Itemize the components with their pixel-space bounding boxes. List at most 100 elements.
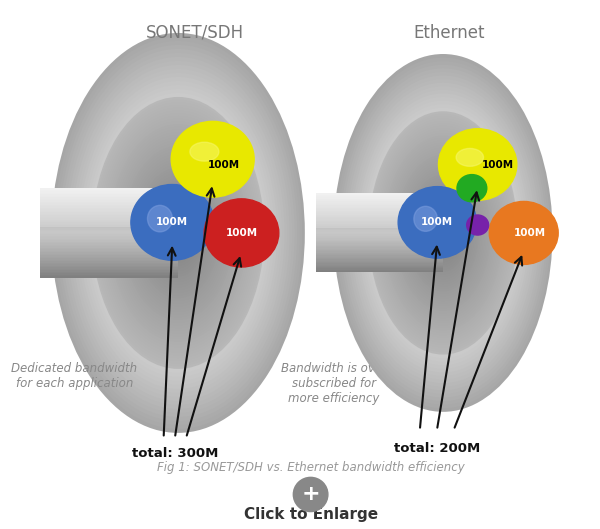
Bar xyxy=(57,244,184,247)
Ellipse shape xyxy=(397,158,489,308)
Bar xyxy=(40,214,178,216)
Bar xyxy=(316,248,443,250)
Bar xyxy=(316,198,443,200)
Bar xyxy=(334,222,449,224)
Ellipse shape xyxy=(380,131,506,335)
Bar xyxy=(316,229,443,230)
Bar xyxy=(334,210,449,212)
Ellipse shape xyxy=(92,97,264,369)
Bar xyxy=(316,263,443,264)
Bar xyxy=(316,240,443,242)
Ellipse shape xyxy=(373,118,513,348)
Ellipse shape xyxy=(415,187,472,279)
Bar xyxy=(57,208,184,211)
Bar xyxy=(57,195,184,197)
Ellipse shape xyxy=(340,65,546,401)
Ellipse shape xyxy=(386,141,500,325)
Ellipse shape xyxy=(119,141,237,325)
Ellipse shape xyxy=(116,135,240,331)
Bar xyxy=(57,267,184,269)
Bar xyxy=(40,207,178,209)
Bar xyxy=(57,216,184,218)
Ellipse shape xyxy=(338,61,548,405)
Ellipse shape xyxy=(383,135,503,330)
Ellipse shape xyxy=(130,157,226,309)
Ellipse shape xyxy=(125,149,232,317)
Ellipse shape xyxy=(102,113,254,353)
Bar xyxy=(57,268,184,270)
Bar xyxy=(40,265,178,267)
Ellipse shape xyxy=(135,165,221,301)
Bar xyxy=(334,256,449,258)
Bar xyxy=(334,245,449,248)
Bar xyxy=(40,192,178,194)
Ellipse shape xyxy=(190,142,219,161)
Bar xyxy=(316,244,443,246)
Bar xyxy=(334,250,449,251)
Ellipse shape xyxy=(382,133,505,333)
Ellipse shape xyxy=(133,161,224,305)
Ellipse shape xyxy=(166,214,190,252)
Bar xyxy=(316,230,443,232)
Bar xyxy=(57,194,184,196)
Bar xyxy=(334,221,449,222)
Bar xyxy=(40,232,178,234)
Ellipse shape xyxy=(99,108,257,358)
Bar xyxy=(57,234,184,236)
Ellipse shape xyxy=(143,178,212,287)
Bar xyxy=(40,255,178,257)
Ellipse shape xyxy=(120,141,236,325)
Text: 100M: 100M xyxy=(157,217,188,227)
Bar xyxy=(316,218,443,220)
Ellipse shape xyxy=(413,184,473,281)
Ellipse shape xyxy=(173,225,183,241)
Bar xyxy=(334,269,449,271)
Bar xyxy=(334,261,449,263)
Ellipse shape xyxy=(408,176,478,290)
Text: total: 300M: total: 300M xyxy=(132,448,218,460)
Ellipse shape xyxy=(428,208,458,257)
Bar xyxy=(334,253,449,256)
Bar xyxy=(334,196,449,197)
Bar xyxy=(40,270,178,272)
Ellipse shape xyxy=(410,179,476,287)
Ellipse shape xyxy=(395,155,491,311)
Ellipse shape xyxy=(427,206,460,260)
Ellipse shape xyxy=(401,165,485,301)
Text: 100M: 100M xyxy=(226,228,257,238)
Bar xyxy=(334,247,449,249)
Bar xyxy=(334,244,449,246)
Ellipse shape xyxy=(131,160,224,306)
Bar xyxy=(316,204,443,205)
Ellipse shape xyxy=(428,208,458,258)
Bar xyxy=(40,206,178,207)
Bar xyxy=(57,219,184,221)
Ellipse shape xyxy=(163,209,193,257)
Bar xyxy=(316,231,443,233)
Bar xyxy=(57,270,184,272)
Ellipse shape xyxy=(421,197,465,269)
Bar xyxy=(334,198,449,200)
Bar xyxy=(57,276,184,278)
Text: 100M: 100M xyxy=(514,228,545,238)
Ellipse shape xyxy=(360,97,526,369)
Bar xyxy=(316,232,443,234)
Bar xyxy=(40,250,178,252)
Text: SONET/SDH: SONET/SDH xyxy=(146,24,244,42)
Ellipse shape xyxy=(130,157,226,309)
Bar xyxy=(316,207,443,209)
Ellipse shape xyxy=(439,226,448,240)
Ellipse shape xyxy=(121,143,235,323)
Bar xyxy=(40,212,178,214)
Ellipse shape xyxy=(380,129,506,336)
Ellipse shape xyxy=(412,183,474,283)
Bar xyxy=(316,215,443,217)
Ellipse shape xyxy=(377,126,509,340)
Bar xyxy=(316,227,443,229)
Ellipse shape xyxy=(347,76,539,390)
Bar xyxy=(40,195,178,197)
Ellipse shape xyxy=(424,200,463,265)
Bar xyxy=(57,239,184,240)
Bar xyxy=(316,202,443,204)
Bar xyxy=(334,229,449,230)
